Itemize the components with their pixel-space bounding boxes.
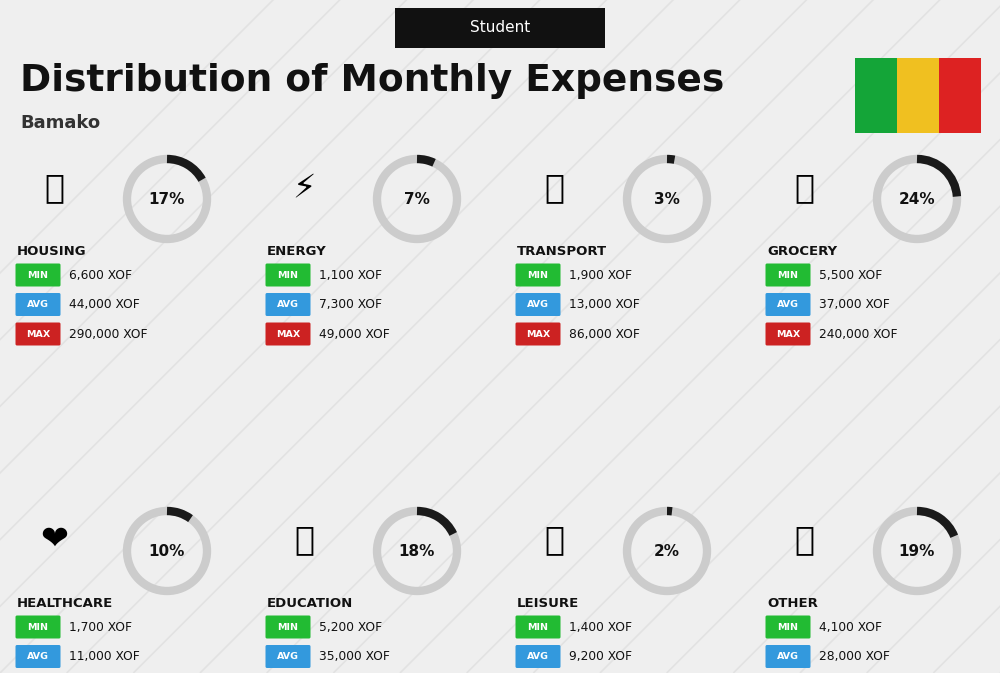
Text: MAX: MAX (526, 330, 550, 339)
Text: 49,000 XOF: 49,000 XOF (319, 328, 390, 341)
Text: 35,000 XOF: 35,000 XOF (319, 650, 390, 663)
FancyBboxPatch shape (766, 645, 810, 668)
FancyBboxPatch shape (266, 645, 310, 668)
Text: AVG: AVG (27, 652, 49, 661)
Text: 290,000 XOF: 290,000 XOF (69, 328, 148, 341)
Text: Distribution of Monthly Expenses: Distribution of Monthly Expenses (20, 63, 724, 99)
Text: ⚡: ⚡ (292, 171, 316, 204)
Text: AVG: AVG (527, 652, 549, 661)
Text: 1,700 XOF: 1,700 XOF (69, 621, 132, 633)
Text: HEALTHCARE: HEALTHCARE (17, 597, 113, 610)
Text: 86,000 XOF: 86,000 XOF (569, 328, 640, 341)
Text: 18%: 18% (399, 544, 435, 559)
Text: 37,000 XOF: 37,000 XOF (819, 298, 890, 311)
Text: 2%: 2% (654, 544, 680, 559)
Text: MIN: MIN (28, 271, 48, 279)
Text: AVG: AVG (527, 300, 549, 309)
FancyBboxPatch shape (266, 616, 310, 639)
Text: MIN: MIN (528, 623, 548, 631)
FancyBboxPatch shape (939, 58, 981, 133)
Text: AVG: AVG (777, 300, 799, 309)
Text: AVG: AVG (277, 652, 299, 661)
FancyBboxPatch shape (266, 293, 310, 316)
Text: 🛒: 🛒 (794, 171, 814, 204)
Text: 5,500 XOF: 5,500 XOF (819, 269, 882, 281)
FancyBboxPatch shape (897, 58, 939, 133)
Text: 4,100 XOF: 4,100 XOF (819, 621, 882, 633)
Text: OTHER: OTHER (767, 597, 818, 610)
FancyBboxPatch shape (516, 293, 560, 316)
Text: TRANSPORT: TRANSPORT (517, 245, 607, 258)
FancyBboxPatch shape (15, 616, 60, 639)
Text: GROCERY: GROCERY (767, 245, 837, 258)
FancyBboxPatch shape (266, 264, 310, 287)
Text: 11,000 XOF: 11,000 XOF (69, 650, 140, 663)
Text: MIN: MIN (528, 271, 548, 279)
FancyBboxPatch shape (766, 616, 810, 639)
Text: MIN: MIN (778, 271, 798, 279)
FancyBboxPatch shape (15, 264, 60, 287)
Text: 🛍: 🛍 (544, 523, 564, 556)
Text: 6,600 XOF: 6,600 XOF (69, 269, 132, 281)
Text: MIN: MIN (778, 623, 798, 631)
Text: 7,300 XOF: 7,300 XOF (319, 298, 382, 311)
Text: MAX: MAX (276, 330, 300, 339)
Text: 🏢: 🏢 (44, 171, 64, 204)
Text: 44,000 XOF: 44,000 XOF (69, 298, 140, 311)
FancyBboxPatch shape (516, 322, 560, 345)
FancyBboxPatch shape (516, 264, 560, 287)
Text: 17%: 17% (149, 192, 185, 207)
Text: Student: Student (470, 20, 530, 36)
Text: 10%: 10% (149, 544, 185, 559)
Text: 🎓: 🎓 (294, 523, 314, 556)
Text: EDUCATION: EDUCATION (267, 597, 353, 610)
Text: MIN: MIN (28, 623, 48, 631)
Text: 13,000 XOF: 13,000 XOF (569, 298, 640, 311)
FancyBboxPatch shape (516, 645, 560, 668)
Text: 3%: 3% (654, 192, 680, 207)
Text: 24%: 24% (899, 192, 935, 207)
FancyBboxPatch shape (855, 58, 897, 133)
Text: 1,900 XOF: 1,900 XOF (569, 269, 632, 281)
FancyBboxPatch shape (766, 264, 810, 287)
Text: MAX: MAX (776, 330, 800, 339)
FancyBboxPatch shape (15, 293, 60, 316)
Text: 1,100 XOF: 1,100 XOF (319, 269, 382, 281)
Text: 9,200 XOF: 9,200 XOF (569, 650, 632, 663)
FancyBboxPatch shape (766, 293, 810, 316)
Text: 240,000 XOF: 240,000 XOF (819, 328, 898, 341)
Text: MIN: MIN (278, 271, 298, 279)
Text: 💰: 💰 (794, 523, 814, 556)
FancyBboxPatch shape (766, 322, 810, 345)
Text: HOUSING: HOUSING (17, 245, 87, 258)
Text: AVG: AVG (27, 300, 49, 309)
FancyBboxPatch shape (15, 322, 60, 345)
Text: 1,400 XOF: 1,400 XOF (569, 621, 632, 633)
FancyBboxPatch shape (15, 645, 60, 668)
Text: AVG: AVG (277, 300, 299, 309)
Text: MIN: MIN (278, 623, 298, 631)
FancyBboxPatch shape (516, 616, 560, 639)
Text: ❤: ❤ (40, 523, 68, 556)
Text: 🚌: 🚌 (544, 171, 564, 204)
Text: 7%: 7% (404, 192, 430, 207)
Text: Bamako: Bamako (20, 114, 100, 132)
Text: AVG: AVG (777, 652, 799, 661)
Text: MAX: MAX (26, 330, 50, 339)
FancyBboxPatch shape (266, 322, 310, 345)
Text: 5,200 XOF: 5,200 XOF (319, 621, 382, 633)
Text: ENERGY: ENERGY (267, 245, 327, 258)
Text: 28,000 XOF: 28,000 XOF (819, 650, 890, 663)
Text: 19%: 19% (899, 544, 935, 559)
FancyBboxPatch shape (395, 8, 605, 48)
Text: LEISURE: LEISURE (517, 597, 579, 610)
